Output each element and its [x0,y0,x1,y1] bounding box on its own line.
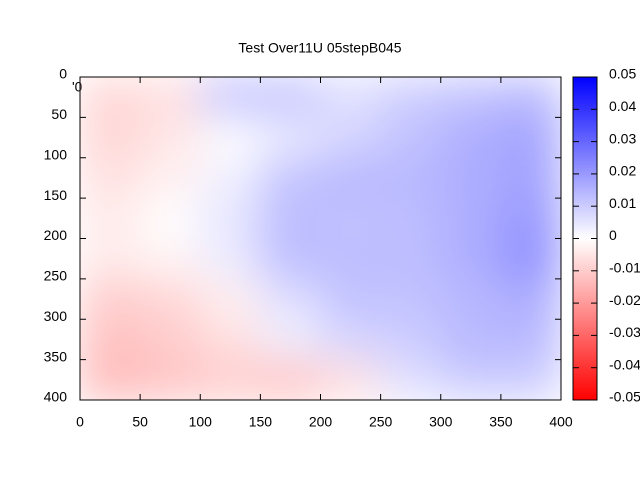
heatmap-cells [80,77,561,400]
heatmap-cell [500,359,561,400]
heatmap-cell [200,319,261,361]
heatmap-cell [500,198,561,239]
heatmap-cell [260,157,321,199]
colorbar-tick-label: 0.05 [609,66,636,82]
x-tick-label: 50 [132,414,148,430]
colorbar-tick-label: 0.02 [609,163,636,179]
colorbar-tick-label: -0.01 [609,260,640,276]
x-tick-label: 250 [369,414,393,430]
heatmap-cell [200,77,261,118]
heatmap-cell [260,198,321,239]
y-tick-label: 400 [44,389,68,405]
x-tick-label: 100 [189,414,213,430]
heatmap-cell [440,157,502,199]
heatmap-cell [80,278,141,320]
heatmap-cell [140,77,201,118]
heatmap-cell [200,238,261,280]
heatmap-cell [80,238,141,280]
x-tick-label: 150 [249,414,273,430]
colorbar-tick-label: 0.04 [609,98,636,114]
y-tick-label: 100 [44,146,68,162]
heatmap-cell [80,157,141,199]
y-tick-label: 150 [44,187,68,203]
heatmap-cell [140,198,201,239]
heatmap-cell [320,319,382,361]
heatmap-cell [140,157,201,199]
heatmap-cell [440,77,502,118]
heatmap-cell [320,77,382,118]
heatmap-cell [380,198,442,239]
heatmap-cell [380,319,442,361]
heatmap-cell [380,359,442,400]
heatmap-cell [500,77,561,118]
heatmap-cell [80,117,141,159]
x-tick-label: 400 [549,414,573,430]
heatmap-cell [380,278,442,320]
heatmap-cell [440,238,502,280]
heatmap-cell [380,157,442,199]
heatmap-cell [140,278,201,320]
key-label: '0 [72,79,83,95]
heatmap-cell [380,117,442,159]
heatmap-cell [500,319,561,361]
colorbar-tick-label: 0.01 [609,195,636,211]
y-tick-label: 200 [44,227,68,243]
colorbar-tick-label: -0.03 [609,324,640,340]
heatmap-cell [140,359,201,400]
heatmap-cell [200,278,261,320]
heatmap-cell [320,157,382,199]
heatmap-cell [440,198,502,239]
heatmap-cell [80,77,141,118]
heatmap-cell [320,238,382,280]
heatmap-cell [200,117,261,159]
x-tick-label: 0 [76,414,84,430]
heatmap-cell [440,319,502,361]
heatmap-cell [260,319,321,361]
y-tick-label: 0 [59,66,67,82]
colorbar-tick-label: -0.02 [609,292,640,308]
heatmap-cell [140,238,201,280]
heatmap-cell [440,278,502,320]
heatmap-cell [320,198,382,239]
chart-title: Test Over11U 05stepB045 [238,40,401,56]
heatmap-cell [320,278,382,320]
heatmap-cell [500,157,561,199]
colorbar-tick-label: -0.05 [609,389,640,405]
heatmap-cell [260,238,321,280]
heatmap-cell [200,157,261,199]
heatmap-cell [500,278,561,320]
heatmap-cell [80,319,141,361]
y-tick-label: 300 [44,308,68,324]
heatmap-field [80,77,561,400]
colorbar-tick-label: 0.03 [609,130,636,146]
heatmap-cell [380,238,442,280]
x-tick-label: 300 [429,414,453,430]
y-tick-label: 350 [44,348,68,364]
heatmap-cell [260,278,321,320]
heatmap-cell [140,117,201,159]
colorbar-tick-label: -0.04 [609,356,640,372]
heatmap-cell [140,319,201,361]
heatmap-cell [80,198,141,239]
heatmap-cell [440,117,502,159]
heatmap-cell [500,117,561,159]
heatmap-cell [260,77,321,118]
heatmap-cell [200,198,261,239]
heatmap-cell [260,117,321,159]
heatmap-cell [320,117,382,159]
heatmap-cell [200,359,261,400]
heatmap-cell [380,77,442,118]
x-tick-label: 350 [489,414,513,430]
y-tick-label: 250 [44,268,68,284]
y-tick-label: 50 [51,106,67,122]
x-tick-label: 200 [309,414,333,430]
heatmap-cell [500,238,561,280]
colorbar-tick-label: 0 [609,227,617,243]
heatmap-cell [320,359,382,400]
heatmap-cell [440,359,502,400]
heatmap-cell [260,359,321,400]
heatmap-cell [80,359,141,400]
